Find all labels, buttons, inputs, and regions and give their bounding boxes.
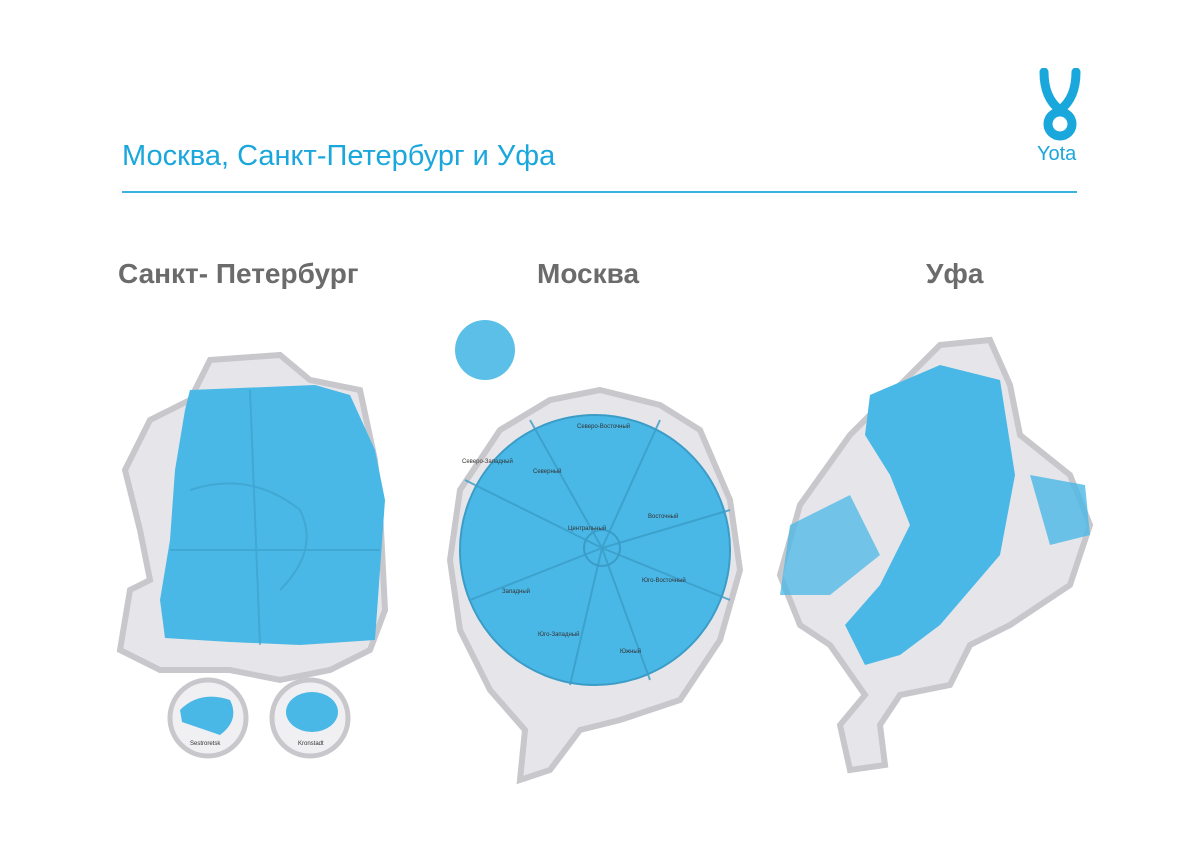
title-divider <box>122 191 1077 193</box>
inset-sestroretsk: Sestroretsk <box>167 677 249 759</box>
city-title-moscow: Москва <box>537 258 640 289</box>
district-label: Северо-Западный <box>462 458 513 465</box>
inset-label: Sestroretsk <box>190 741 221 747</box>
inset-kronstadt: Kronstadt <box>269 677 351 759</box>
district-label: Южный <box>620 648 641 655</box>
spb-coverage-map: Sestroretsk Kronstadt <box>116 351 389 759</box>
inset-label: Kronstadt <box>298 741 324 747</box>
ufa-coverage-map <box>776 336 1094 774</box>
district-label: Северный <box>533 468 561 475</box>
moscow-coverage-map: Северо-Восточный Северо-Западный Северны… <box>446 320 744 785</box>
district-label: Западный <box>502 588 530 595</box>
district-label: Северо-Восточный <box>577 423 630 430</box>
district-label: Центральный <box>568 525 606 532</box>
city-title-spb: Санкт- Петербург <box>118 258 359 289</box>
district-label: Юго-Западный <box>538 631 579 638</box>
slide-title: Москва, Санкт-Петербург и Уфа <box>122 140 556 172</box>
district-label: Юго-Восточный <box>642 577 686 584</box>
city-title-ufa: Уфа <box>926 258 984 289</box>
district-label: Восточный <box>648 513 678 520</box>
yota-logo-icon <box>1039 68 1081 141</box>
logo-text: Yota <box>1037 143 1077 165</box>
